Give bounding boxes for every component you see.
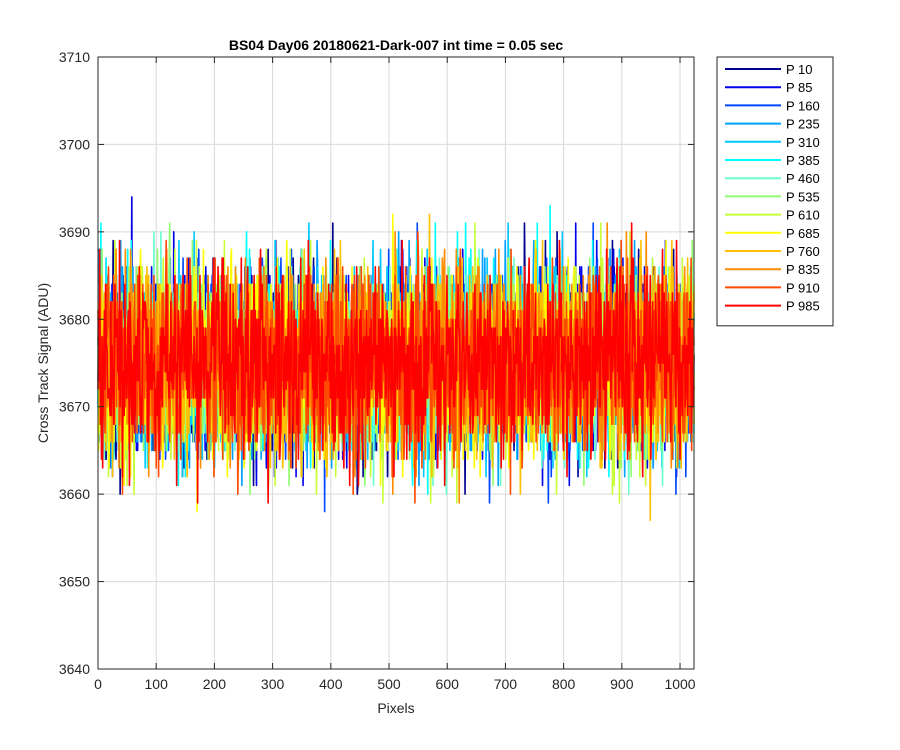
x-tick-label: 300 [261, 676, 285, 692]
legend-item[interactable]: P 985 [725, 299, 820, 314]
y-tick-label: 3640 [59, 661, 90, 677]
legend-item[interactable]: P 760 [725, 244, 820, 259]
x-tick-label: 700 [494, 676, 518, 692]
legend-item[interactable]: P 85 [725, 80, 813, 95]
legend-item[interactable]: P 685 [725, 226, 820, 241]
legend-label: P 835 [786, 262, 820, 277]
legend-item[interactable]: P 10 [725, 62, 813, 77]
x-tick-label: 800 [552, 676, 576, 692]
legend-box [716, 56, 834, 327]
legend-item[interactable]: P 160 [725, 98, 820, 113]
y-tick-label: 3700 [59, 136, 90, 152]
x-axis-label: Pixels [377, 700, 414, 716]
legend-item[interactable]: P 460 [725, 171, 820, 186]
legend-label: P 235 [786, 117, 820, 132]
legend-item[interactable]: P 235 [725, 117, 820, 132]
x-tick-label: 0 [94, 676, 102, 692]
y-axis-label: Cross Track Signal (ADU) [35, 283, 51, 443]
legend-label: P 85 [786, 80, 813, 95]
y-tick-label: 3690 [59, 224, 90, 240]
legend-item[interactable]: P 535 [725, 189, 820, 204]
legend-label: P 385 [786, 153, 820, 168]
legend-label: P 535 [786, 189, 820, 204]
x-tick-label: 200 [203, 676, 227, 692]
x-tick-label: 1000 [664, 676, 695, 692]
legend-label: P 460 [786, 171, 820, 186]
legend-label: P 985 [786, 299, 820, 314]
legend-label: P 160 [786, 98, 820, 113]
y-tick-label: 3710 [59, 49, 90, 65]
legend-label: P 310 [786, 135, 820, 150]
legend-item[interactable]: P 610 [725, 208, 820, 223]
legend-label: P 610 [786, 208, 820, 223]
legend-item[interactable]: P 835 [725, 262, 820, 277]
x-tick-label: 100 [145, 676, 169, 692]
x-tick-label: 400 [319, 676, 343, 692]
legend-item[interactable]: P 310 [725, 135, 820, 150]
axes-frame [97, 56, 695, 670]
legend-item[interactable]: P 385 [725, 153, 820, 168]
legend-item[interactable]: P 910 [725, 280, 820, 295]
y-tick-label: 3650 [59, 574, 90, 590]
x-tick-label: 600 [436, 676, 460, 692]
y-tick-label: 3670 [59, 399, 90, 415]
legend-label: P 910 [786, 280, 820, 295]
legend-label: P 760 [786, 244, 820, 259]
y-tick-label: 3660 [59, 486, 90, 502]
ticks: 0 100 200 300 400 500 600 700 800 900 1000 3640 3650… [59, 49, 696, 692]
x-tick-label: 900 [610, 676, 634, 692]
chart-title: BS04 Day06 20180621-Dark-007 int time = … [229, 37, 563, 53]
y-tick-label: 3680 [59, 311, 90, 327]
legend-label: P 10 [786, 62, 813, 77]
legend-label: P 685 [786, 226, 820, 241]
series-layer [97, 196, 695, 522]
legend[interactable]: P 10 P 85 P 160 P 235 P 310 P 385 P 460 P 535 P … [716, 56, 834, 327]
x-tick-label: 500 [377, 676, 401, 692]
series-line-p-985 [97, 222, 695, 504]
